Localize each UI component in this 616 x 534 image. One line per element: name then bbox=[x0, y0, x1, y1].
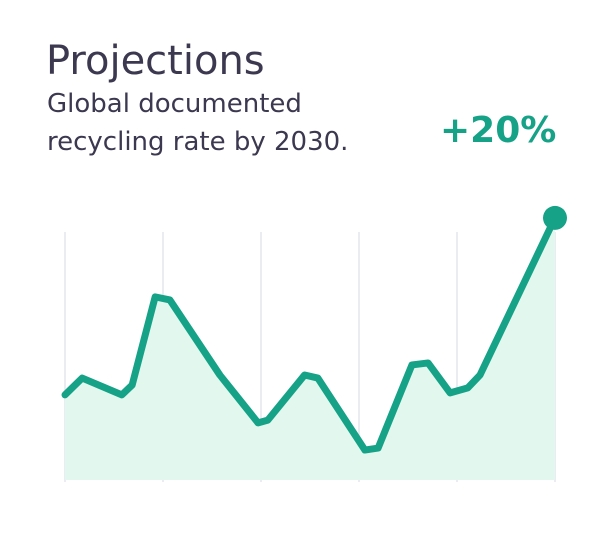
subtitle-line: Global documented bbox=[47, 89, 302, 119]
chart-title: Projections bbox=[46, 38, 265, 84]
area-fill bbox=[65, 217, 555, 481]
subtitle-line: recycling rate by 2030. bbox=[47, 127, 348, 157]
annotation: +20% bbox=[440, 110, 556, 151]
line bbox=[61, 214, 559, 454]
end-point bbox=[543, 205, 567, 230]
